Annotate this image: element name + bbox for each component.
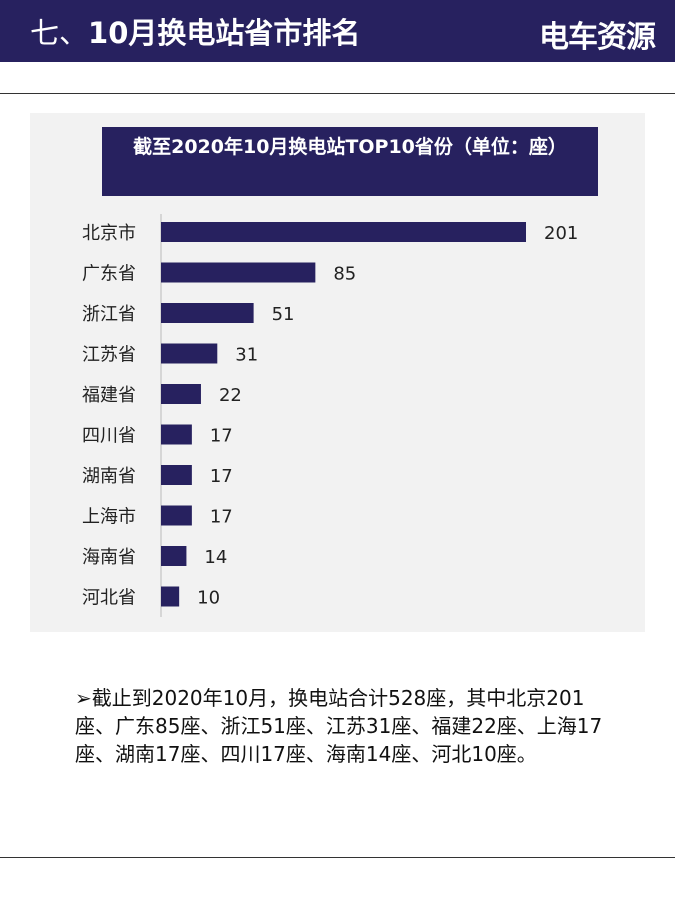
section-title: 10月换电站省市排名 <box>88 16 361 50</box>
data-label: 10 <box>197 588 220 609</box>
bar <box>161 343 218 364</box>
category-label: 北京市 <box>82 223 136 244</box>
bar <box>161 586 180 607</box>
data-label: 22 <box>219 385 242 406</box>
section-number: 七、 <box>30 16 89 50</box>
bar <box>161 424 192 445</box>
category-label: 浙江省 <box>82 304 136 325</box>
data-label: 201 <box>544 223 578 244</box>
bar <box>161 262 316 283</box>
data-label: 14 <box>204 547 227 568</box>
category-label: 四川省 <box>82 426 136 447</box>
bar <box>161 222 526 242</box>
chart-title: 截至2020年10月换电站TOP10省份（单位：座） <box>102 127 598 196</box>
bar <box>161 546 187 566</box>
category-label: 河北省 <box>82 588 136 609</box>
category-label: 湖南省 <box>82 466 136 487</box>
bar <box>161 465 192 485</box>
data-label: 17 <box>210 426 233 447</box>
data-label: 51 <box>272 304 295 325</box>
brand-logo: 电车资源 <box>539 20 656 55</box>
chart-panel <box>30 113 645 632</box>
bar <box>161 303 254 323</box>
data-label: 85 <box>333 264 356 285</box>
category-label: 海南省 <box>82 547 136 568</box>
category-label: 上海市 <box>82 507 136 528</box>
page-title: 七、10月换电站省市排名 <box>30 10 360 52</box>
category-label: 广东省 <box>82 264 136 285</box>
divider-top <box>0 93 675 94</box>
bar <box>161 384 201 404</box>
data-label: 17 <box>210 466 233 487</box>
summary-text: ➢截止到2020年10月，换电站合计528座，其中北京201座、广东85座、浙江… <box>75 686 603 766</box>
bar <box>161 505 192 526</box>
category-label: 福建省 <box>82 385 136 406</box>
category-label: 江苏省 <box>82 345 136 366</box>
data-label: 17 <box>210 507 233 528</box>
data-label: 31 <box>235 345 258 366</box>
header-bar: 七、10月换电站省市排名 电车资源 <box>0 0 675 62</box>
divider-bottom <box>0 857 675 858</box>
